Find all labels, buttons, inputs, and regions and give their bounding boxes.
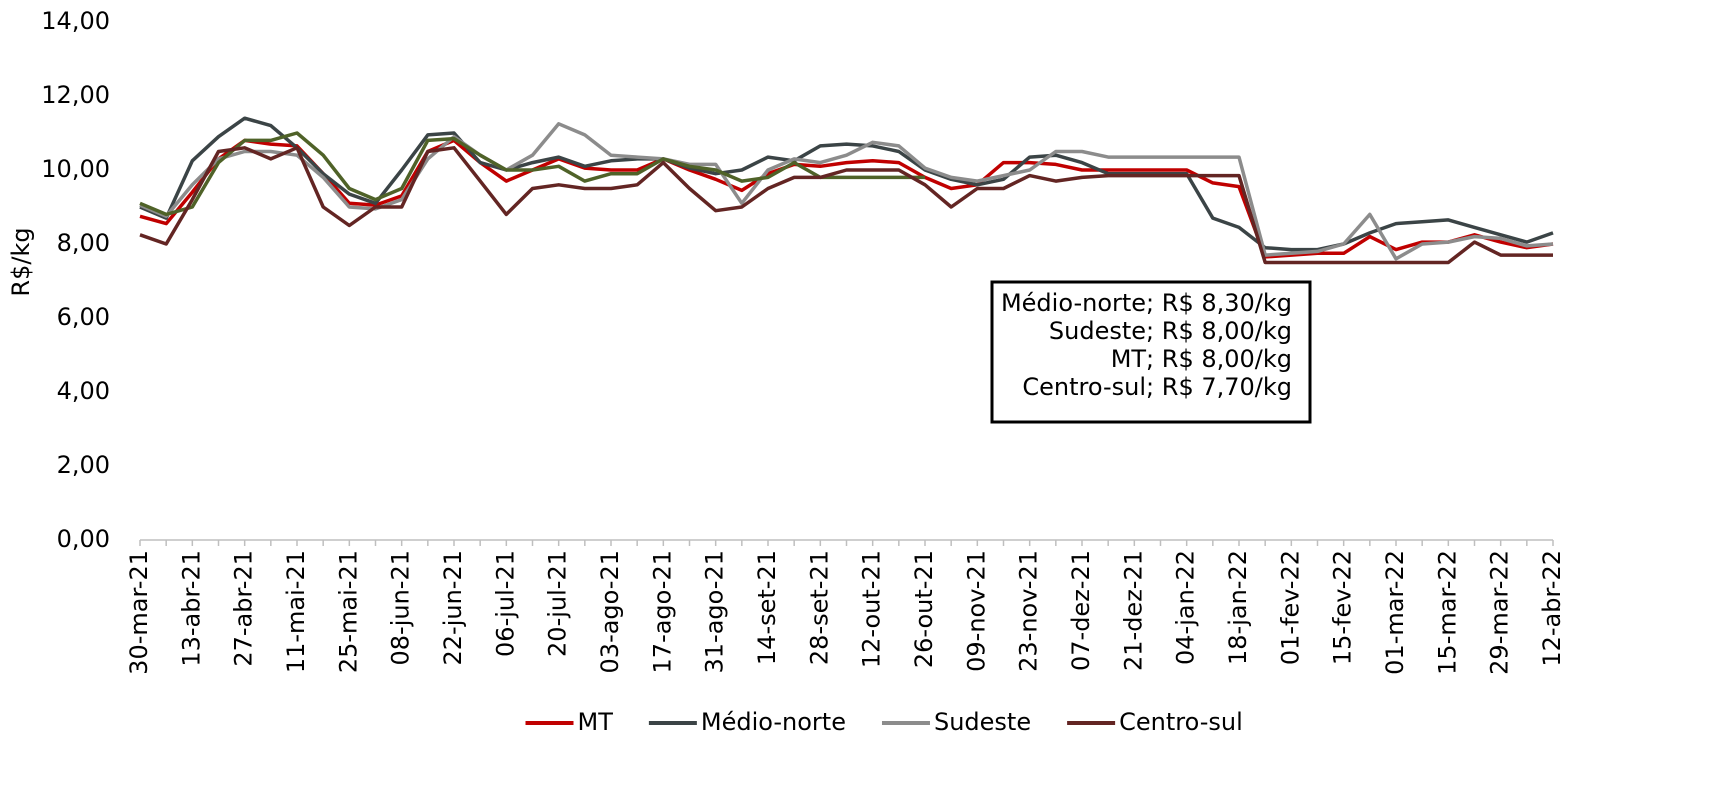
legend-label: Médio-norte: [701, 708, 846, 736]
x-tick-label: 08-jun-21: [387, 550, 415, 666]
x-tick-label: 29-mar-22: [1486, 550, 1514, 675]
x-tick-label: 07-dez-21: [1067, 550, 1095, 671]
annotation-text: Médio-norte; R$ 8,30/kg: [1001, 289, 1292, 317]
x-tick-label: 25-mai-21: [334, 550, 362, 673]
x-tick-label: 06-jul-21: [491, 550, 519, 657]
x-tick-label: 12-abr-22: [1538, 550, 1566, 667]
y-tick-label: 2,00: [57, 451, 110, 479]
series-line: [139, 116, 1554, 252]
y-tick-label: 10,00: [41, 155, 110, 183]
x-tick-label: 04-jan-22: [1172, 550, 1200, 665]
x-tick-label: 09-nov-21: [962, 550, 990, 672]
x-tick-label: 18-jan-22: [1224, 550, 1252, 665]
series-line: [139, 131, 925, 217]
y-tick-label: 14,00: [41, 7, 110, 35]
x-tick-label: 23-nov-21: [1015, 550, 1043, 672]
legend-label: Centro-sul: [1119, 708, 1243, 736]
x-tick-label: 20-jul-21: [544, 550, 572, 657]
x-tick-label: 30-mar-21: [125, 550, 153, 675]
series-line: [139, 138, 1554, 259]
annotation-box: [990, 280, 1312, 424]
series-line: [139, 146, 1553, 265]
x-tick-label: 15-mar-22: [1433, 550, 1461, 675]
y-tick-label: 8,00: [57, 229, 110, 257]
y-tick-label: 12,00: [41, 81, 110, 109]
annotation-text: MT; R$ 8,00/kg: [1111, 345, 1292, 373]
x-tick-label: 13-abr-21: [177, 550, 205, 667]
x-tick-label: 14-set-21: [753, 550, 781, 665]
x-tick-label: 15-fev-22: [1329, 550, 1357, 665]
y-tick-label: 6,00: [57, 303, 110, 331]
x-tick-label: 31-ago-21: [701, 550, 729, 673]
legend-label: Sudeste: [934, 708, 1031, 736]
x-tick-label: 27-abr-21: [230, 550, 258, 667]
x-tick-label: 01-fev-22: [1276, 550, 1304, 665]
y-tick-label: 4,00: [57, 377, 110, 405]
x-tick-label: 03-ago-21: [596, 550, 624, 673]
y-tick-label: 0,00: [57, 525, 110, 553]
annotation-text: Sudeste; R$ 8,00/kg: [1049, 317, 1292, 345]
x-tick-label: 28-set-21: [805, 550, 833, 665]
x-tick-label: 01-mar-22: [1381, 550, 1409, 675]
x-tick-label: 21-dez-21: [1119, 550, 1147, 671]
annotation-text: Centro-sul; R$ 7,70/kg: [1022, 373, 1292, 401]
x-tick-label: 22-jun-21: [439, 550, 467, 666]
y-axis-label: R$/kg: [7, 227, 35, 296]
legend-label: MT: [578, 708, 614, 736]
x-tick-label: 12-out-21: [858, 550, 886, 668]
x-tick-label: 17-ago-21: [648, 550, 676, 673]
x-tick-label: 11-mai-21: [282, 550, 310, 673]
x-tick-label: 26-out-21: [910, 550, 938, 668]
